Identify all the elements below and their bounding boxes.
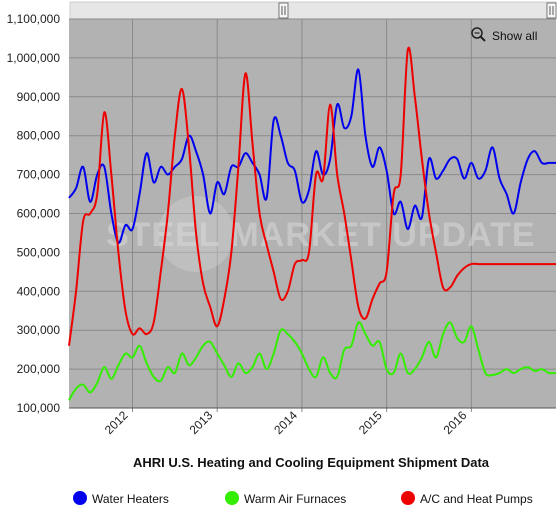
y-tick-label: 900,000 [17, 90, 61, 104]
y-tick-label: 300,000 [17, 323, 61, 337]
legend-label-water-heaters: Water Heaters [92, 492, 169, 506]
x-tick-label: 2012 [102, 408, 131, 437]
legend-marker-ac-heat-pumps [401, 491, 415, 505]
legend-item-warm-air-furnaces[interactable]: Warm Air Furnaces [225, 491, 346, 506]
y-axis-labels: 100,000 200,000 300,000 400,000 500,000 600,0… [7, 12, 61, 415]
y-tick-label: 400,000 [17, 284, 61, 298]
y-tick-label: 200,000 [17, 362, 61, 376]
y-tick-label: 100,000 [17, 401, 61, 415]
y-tick-label: 500,000 [17, 245, 61, 259]
series-line-water-heaters [68, 68, 556, 244]
x-tick-label: 2014 [271, 408, 300, 437]
show-all-label[interactable]: Show all [492, 29, 537, 43]
legend-item-water-heaters[interactable]: Water Heaters [73, 491, 169, 506]
zoom-icon-handle [479, 35, 486, 42]
legend-item-ac-heat-pumps[interactable]: A/C and Heat Pumps [401, 491, 533, 506]
zoom-icon [471, 27, 483, 39]
range-navigator[interactable] [69, 1, 557, 20]
y-tick-label: 600,000 [17, 207, 61, 221]
y-tick-label: 1,100,000 [7, 12, 61, 26]
series-line-a-c-and-heat-pumps [68, 46, 556, 346]
legend-label-ac-heat-pumps: A/C and Heat Pumps [420, 492, 533, 506]
legend-marker-warm-air-furnaces [225, 491, 239, 505]
legend: Water Heaters Warm Air Furnaces A/C and … [73, 491, 533, 506]
legend-label-warm-air-furnaces: Warm Air Furnaces [244, 492, 346, 506]
show-all-button[interactable]: Show all [471, 27, 537, 43]
x-axis-labels: 2012 2013 2014 2015 2016 [102, 408, 470, 437]
series-line-warm-air-furnaces [68, 321, 557, 401]
y-tick-label: 700,000 [17, 168, 61, 182]
y-tick-label: 1,000,000 [7, 51, 61, 65]
y-tick-label: 800,000 [17, 129, 61, 143]
series-lines [68, 46, 557, 401]
x-tick-label: 2013 [187, 408, 216, 437]
watermark-text: STEEL MARKET UPDATE [106, 216, 536, 254]
x-tick-label: 2016 [441, 408, 470, 437]
range-handle-right[interactable] [546, 2, 557, 19]
chart-title: AHRI U.S. Heating and Cooling Equipment … [133, 455, 490, 470]
range-handle-left[interactable] [278, 2, 289, 19]
legend-marker-water-heaters [73, 491, 87, 505]
x-tick-label: 2015 [356, 408, 385, 437]
